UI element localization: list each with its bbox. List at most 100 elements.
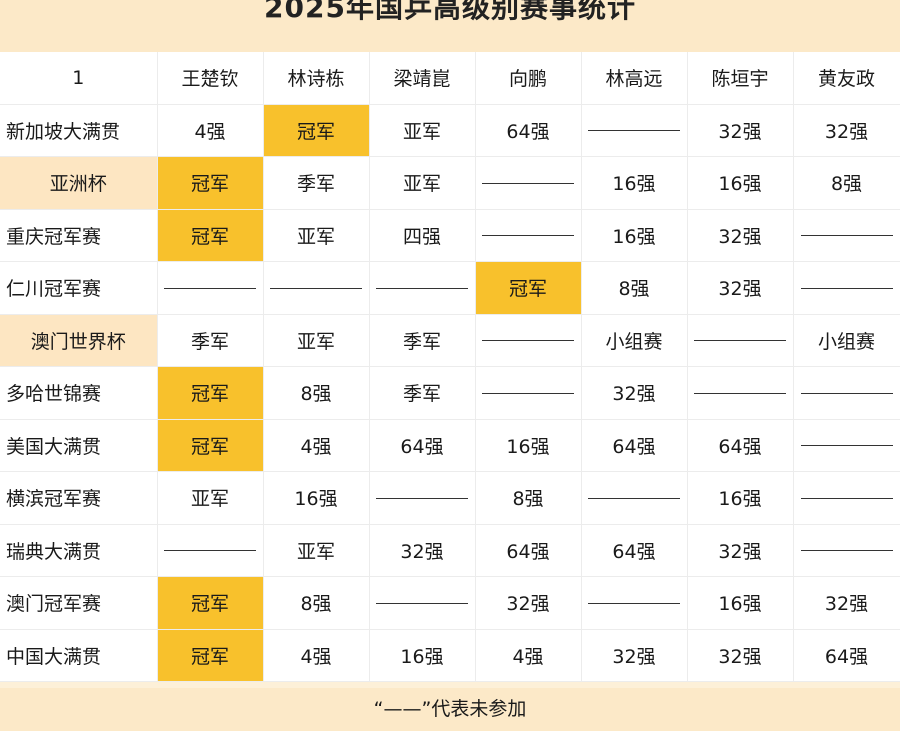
result-cell: 4强 — [263, 629, 370, 682]
result-cell-absent — [793, 366, 900, 420]
result-cell: 季军 — [263, 156, 370, 210]
result-cell-absent — [475, 156, 582, 210]
result-cell: 季军 — [369, 366, 476, 420]
event-name: 澳门世界杯 — [0, 314, 158, 367]
event-name: 澳门冠军赛 — [0, 576, 158, 630]
result-cell: 季军 — [369, 314, 476, 367]
dash-line — [694, 340, 786, 342]
result-cell: 32强 — [793, 576, 900, 630]
event-name: 亚洲杯 — [0, 156, 158, 210]
result-cell: 8强 — [475, 471, 582, 525]
result-cell: 8强 — [263, 366, 370, 420]
header-xiang-peng: 向鹏 — [475, 52, 582, 105]
table-row: 横滨冠军赛 亚军 16强 8强 16强 — [0, 471, 900, 525]
table-row: 中国大满贯 冠军 4强 16强 4强 32强 32强 64强 — [0, 629, 900, 682]
dash-line — [164, 550, 256, 552]
dash-line — [800, 445, 893, 447]
dash-line — [800, 287, 893, 289]
header-lin-gaoyuan: 林高远 — [581, 52, 688, 105]
result-cell: 16强 — [581, 209, 688, 262]
result-cell: 亚军 — [369, 104, 476, 157]
result-cell-absent — [369, 471, 476, 525]
dash-line — [482, 182, 574, 184]
result-cell: 16强 — [369, 629, 476, 682]
result-cell: 16强 — [581, 156, 688, 210]
dash-line — [376, 602, 468, 604]
result-cell-champion: 冠军 — [157, 209, 264, 262]
result-cell: 季军 — [157, 314, 264, 367]
result-cell-absent — [475, 209, 582, 262]
result-cell: 四强 — [369, 209, 476, 262]
result-cell: 64强 — [581, 524, 688, 577]
result-cell: 32强 — [687, 209, 794, 262]
event-name: 新加坡大满贯 — [0, 104, 158, 157]
result-cell: 小组赛 — [793, 314, 900, 367]
dash-line — [800, 392, 893, 394]
table-row: 亚洲杯 冠军 季军 亚军 16强 16强 8强 — [0, 156, 900, 210]
dash-line — [376, 287, 468, 289]
result-cell: 32强 — [687, 629, 794, 682]
page-title: 2025年国乒高级别赛事统计 — [264, 0, 636, 24]
dash-line — [482, 392, 574, 394]
dash-line — [376, 497, 468, 499]
dash-line — [588, 130, 680, 132]
legend-note: “——”代表未参加 — [0, 688, 900, 731]
result-cell-absent — [475, 366, 582, 420]
result-cell-absent — [157, 524, 264, 577]
result-cell-absent — [687, 366, 794, 420]
result-cell-absent — [369, 576, 476, 630]
result-cell: 亚军 — [263, 524, 370, 577]
result-cell: 32强 — [581, 629, 688, 682]
header-huang-youzheng: 黄友政 — [793, 52, 900, 105]
result-cell: 小组赛 — [581, 314, 688, 367]
result-cell-champion: 冠军 — [157, 576, 264, 630]
result-cell-champion: 冠军 — [475, 261, 582, 315]
result-cell: 8强 — [793, 156, 900, 210]
table-row: 美国大满贯 冠军 4强 64强 16强 64强 64强 — [0, 419, 900, 472]
title-bar: 2025年国乒高级别赛事统计 — [0, 0, 900, 52]
result-cell: 16强 — [687, 576, 794, 630]
result-cell-absent — [581, 104, 688, 157]
result-cell: 32强 — [687, 104, 794, 157]
result-cell-champion: 冠军 — [157, 419, 264, 472]
result-cell: 64强 — [793, 629, 900, 682]
table-row: 新加坡大满贯 4强 冠军 亚军 64强 32强 32强 — [0, 104, 900, 157]
stats-table: 1 王楚钦 林诗栋 梁靖崑 向鹏 林高远 陈垣宇 黄友政 新加坡大满贯 4强 冠军 亚军 64强 32强 3… — [0, 52, 900, 682]
result-cell-absent — [793, 471, 900, 525]
result-cell: 16强 — [687, 156, 794, 210]
header-liang-jingkun: 梁靖崑 — [369, 52, 476, 105]
event-name: 仁川冠军赛 — [0, 261, 158, 315]
result-cell-absent — [793, 419, 900, 472]
result-cell-absent — [157, 261, 264, 315]
dash-line — [800, 497, 893, 499]
result-cell: 64强 — [687, 419, 794, 472]
event-name: 多哈世锦赛 — [0, 366, 158, 420]
table-row: 仁川冠军赛 冠军 8强 32强 — [0, 261, 900, 315]
result-cell-absent — [581, 471, 688, 525]
result-cell: 32强 — [687, 261, 794, 315]
result-cell: 亚军 — [157, 471, 264, 525]
result-cell-absent — [475, 314, 582, 367]
result-cell: 亚军 — [263, 209, 370, 262]
result-cell: 8强 — [263, 576, 370, 630]
header-corner: 1 — [0, 52, 158, 105]
result-cell: 亚军 — [369, 156, 476, 210]
header-chen-yuanyu: 陈垣宇 — [687, 52, 794, 105]
dash-line — [694, 392, 786, 394]
table-row: 瑞典大满贯 亚军 32强 64强 64强 32强 — [0, 524, 900, 577]
result-cell: 4强 — [263, 419, 370, 472]
table-row: 多哈世锦赛 冠军 8强 季军 32强 — [0, 366, 900, 420]
result-cell-absent — [793, 209, 900, 262]
result-cell-champion: 冠军 — [157, 629, 264, 682]
result-cell-absent — [687, 314, 794, 367]
result-cell: 8强 — [581, 261, 688, 315]
result-cell: 16强 — [687, 471, 794, 525]
event-name: 瑞典大满贯 — [0, 524, 158, 577]
table-row: 澳门世界杯 季军 亚军 季军 小组赛 小组赛 — [0, 314, 900, 367]
result-cell: 64强 — [369, 419, 476, 472]
dash-line — [164, 287, 256, 289]
dash-line — [482, 235, 574, 237]
table-row: 重庆冠军赛 冠军 亚军 四强 16强 32强 — [0, 209, 900, 262]
dash-line — [800, 550, 893, 552]
result-cell: 32强 — [581, 366, 688, 420]
